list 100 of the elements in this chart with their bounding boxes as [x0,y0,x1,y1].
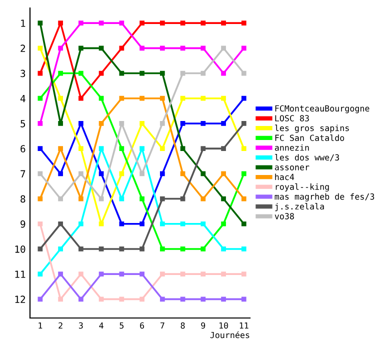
point [160,196,165,202]
x-tick-label: 10 [220,322,228,329]
point [180,96,186,101]
x-tick-label: 9 [201,322,206,329]
point [78,96,84,101]
point [38,70,43,76]
point [241,46,246,51]
point [58,246,63,252]
point [58,171,63,176]
point [119,272,124,277]
point [58,146,63,151]
point [38,272,43,277]
y-tick-label: 7 [20,170,26,178]
point [241,246,246,252]
y-tick-label: 4 [20,94,26,102]
point [78,246,84,252]
point [180,196,186,202]
point [38,296,43,302]
point [38,246,43,252]
point [200,221,206,226]
point [38,121,43,126]
point [200,121,206,126]
point [140,46,144,51]
point [38,146,43,151]
point [221,296,226,302]
point [119,196,124,202]
point [98,96,104,101]
point [58,20,63,26]
point [160,272,165,277]
point [221,246,226,252]
point [78,196,84,202]
point [200,296,206,302]
point [241,296,246,302]
point [119,46,124,51]
point [160,171,165,176]
legend-label: hac4 [275,174,294,180]
y-tick-label: 8 [20,195,26,203]
point [78,70,84,76]
point [140,70,144,76]
point [180,20,186,26]
point [98,20,104,26]
point [78,121,84,126]
legend-label: FCMontceauBourgogne [275,105,370,114]
point [140,171,144,176]
point [160,121,165,126]
point [140,272,144,277]
x-tick-label: 6 [140,322,144,329]
point [119,171,124,176]
point [180,70,186,76]
point [241,196,246,202]
point [78,296,84,302]
point [160,221,165,226]
point [78,171,84,176]
point [38,96,43,101]
point [160,20,165,26]
y-tick-label: 9 [20,220,26,228]
point [38,171,43,176]
point [98,46,104,51]
legend-label: assoner [274,166,310,170]
point [221,221,226,226]
point [119,96,124,101]
point [119,296,124,302]
y-tick-label: 5 [20,120,26,128]
point [160,46,165,51]
point [119,221,124,226]
point [98,146,104,151]
point [98,70,104,76]
x-tick-label: 1 [38,322,42,329]
point [38,221,43,226]
point [160,246,165,252]
point [200,20,206,26]
point [180,171,186,176]
point [58,296,63,302]
point [38,196,43,202]
point [78,146,84,151]
legend-label: royal--king [276,183,329,192]
point [98,171,104,176]
point [180,146,186,151]
point [78,20,84,26]
point [140,221,144,226]
point [221,70,226,76]
y-tick-label: 10 [15,245,26,253]
point [58,70,63,76]
y-tick-label: 6 [20,145,26,152]
y-tick-label: 11 [15,270,26,278]
point [221,46,226,51]
point [180,46,186,51]
point [221,272,226,277]
point [160,96,165,101]
point [160,296,165,302]
x-tick-label: 7 [160,322,164,329]
point [241,272,246,277]
point [241,121,246,126]
point [119,20,124,26]
point [200,272,206,277]
point [160,70,165,76]
point [180,221,186,226]
point [241,221,246,226]
y-tick-label: 2 [20,44,26,52]
point [98,246,104,252]
